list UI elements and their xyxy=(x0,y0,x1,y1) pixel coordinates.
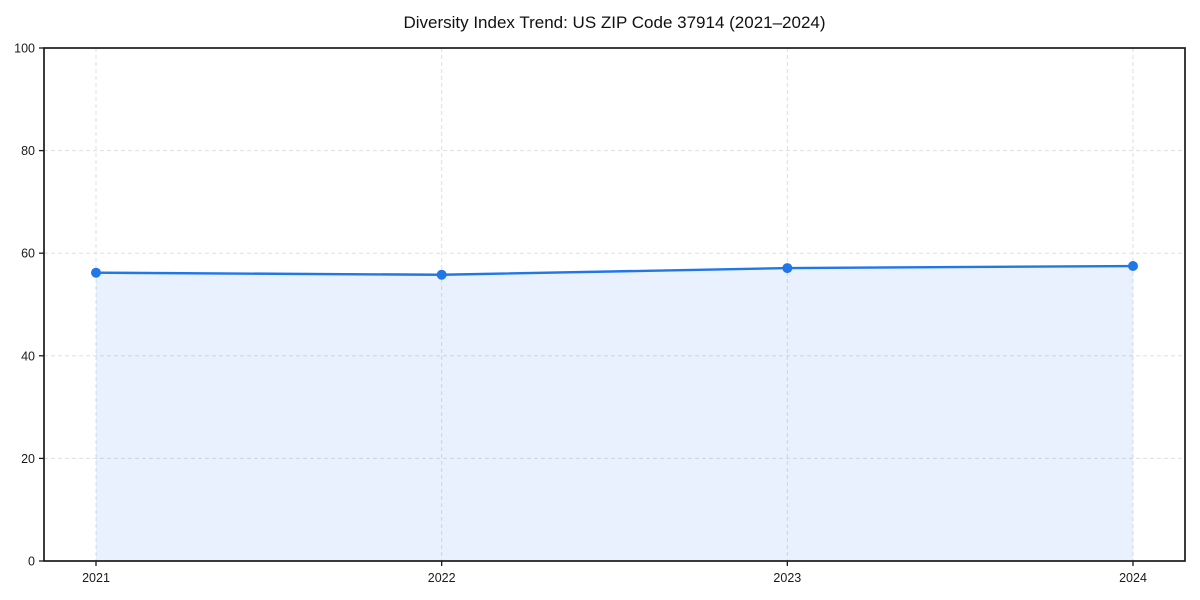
x-axis-tick-label: 2022 xyxy=(428,571,456,585)
chart-title: Diversity Index Trend: US ZIP Code 37914… xyxy=(403,13,826,32)
x-axis-tick-label: 2023 xyxy=(773,571,801,585)
data-point-marker xyxy=(782,263,793,274)
y-axis-tick-label: 80 xyxy=(21,144,35,158)
y-axis-tick-label: 40 xyxy=(21,349,35,363)
x-axis-tick-label: 2024 xyxy=(1119,571,1147,585)
axes-frame xyxy=(43,47,1186,562)
y-axis-tick-label: 0 xyxy=(28,555,35,569)
data-point-marker xyxy=(91,267,101,278)
x-axis-tick-label: 2021 xyxy=(82,571,110,585)
data-point-marker xyxy=(1128,261,1138,272)
y-axis-tick-label: 20 xyxy=(21,452,35,466)
y-axis-tick-label: 100 xyxy=(14,42,35,56)
y-axis-tick-label: 60 xyxy=(21,247,35,261)
area-fill xyxy=(96,266,1133,561)
trend-line xyxy=(94,264,1135,276)
data-point-marker xyxy=(436,269,447,280)
